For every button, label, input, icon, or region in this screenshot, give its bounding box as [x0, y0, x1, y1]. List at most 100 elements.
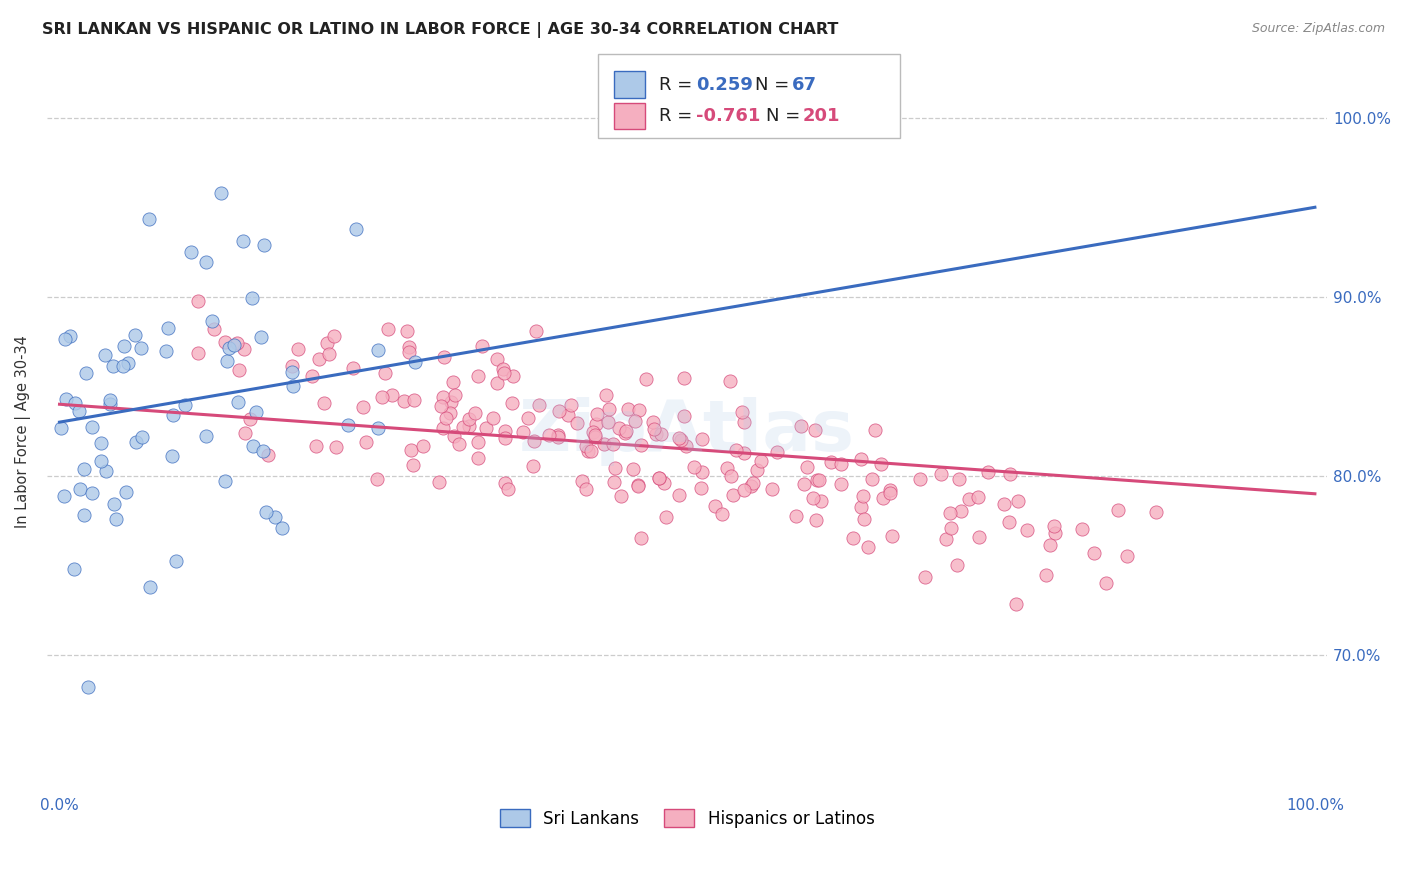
Point	[852, 512, 875, 526]
Point	[929, 467, 952, 482]
Point	[264, 510, 287, 524]
Point	[856, 541, 879, 555]
Point	[1015, 524, 1038, 538]
Point	[803, 423, 825, 437]
Point	[830, 457, 852, 471]
Point	[381, 387, 404, 401]
Point	[432, 421, 454, 435]
Point	[432, 390, 454, 404]
Point	[1035, 568, 1057, 582]
Point	[443, 387, 465, 401]
Point	[80, 419, 103, 434]
Point	[226, 336, 249, 351]
Point	[560, 398, 582, 412]
Point	[1005, 597, 1028, 611]
Point	[337, 417, 360, 432]
Point	[162, 449, 184, 463]
Point	[69, 482, 91, 496]
Point	[614, 425, 637, 439]
Point	[583, 428, 606, 442]
Point	[583, 430, 606, 444]
Point	[104, 512, 127, 526]
Point	[610, 489, 633, 503]
Point	[103, 359, 125, 374]
Point	[63, 396, 86, 410]
Point	[690, 432, 713, 446]
Point	[366, 472, 388, 486]
Point	[935, 532, 957, 546]
Point	[325, 440, 347, 454]
Point	[673, 371, 696, 385]
Point	[948, 472, 970, 486]
Point	[720, 468, 742, 483]
Point	[939, 521, 962, 535]
Text: 0.259: 0.259	[696, 76, 752, 94]
Point	[720, 374, 742, 388]
Point	[689, 481, 711, 495]
Point	[741, 475, 763, 490]
Point	[49, 420, 72, 434]
Point	[766, 444, 789, 458]
Point	[354, 434, 377, 449]
Point	[305, 439, 328, 453]
Point	[180, 244, 202, 259]
Point	[308, 351, 330, 366]
Point	[187, 293, 209, 308]
Point	[162, 408, 184, 422]
Point	[433, 350, 456, 364]
Point	[882, 529, 904, 543]
Point	[1107, 503, 1129, 517]
Point	[724, 443, 747, 458]
Point	[806, 473, 828, 487]
Point	[977, 465, 1000, 479]
Point	[592, 437, 614, 451]
Point	[576, 443, 599, 458]
Point	[721, 488, 744, 502]
Point	[398, 345, 420, 359]
Point	[761, 482, 783, 496]
Text: 67: 67	[792, 76, 817, 94]
Point	[253, 238, 276, 252]
Point	[367, 343, 389, 357]
Point	[872, 491, 894, 506]
Point	[63, 562, 86, 576]
Point	[494, 476, 516, 491]
Point	[232, 234, 254, 248]
Point	[946, 558, 969, 572]
Point	[957, 492, 980, 507]
Point	[55, 332, 77, 346]
Point	[138, 211, 160, 226]
Point	[1043, 519, 1066, 533]
Text: Source: ZipAtlas.com: Source: ZipAtlas.com	[1251, 22, 1385, 36]
Point	[512, 425, 534, 439]
Point	[312, 395, 335, 409]
Point	[733, 483, 755, 497]
Point	[634, 371, 657, 385]
Point	[396, 324, 419, 338]
Point	[1116, 549, 1139, 563]
Point	[869, 457, 891, 471]
Point	[214, 475, 236, 489]
Point	[352, 400, 374, 414]
Point	[704, 499, 727, 513]
Point	[242, 439, 264, 453]
Point	[281, 365, 304, 379]
Point	[967, 530, 990, 544]
Point	[157, 320, 180, 334]
Text: -0.761: -0.761	[696, 107, 761, 125]
Point	[547, 404, 569, 418]
Point	[602, 436, 624, 450]
Point	[671, 434, 693, 448]
Point	[501, 396, 523, 410]
Point	[344, 221, 367, 235]
Point	[194, 429, 217, 443]
Point	[603, 475, 626, 489]
Point	[467, 451, 489, 466]
Point	[672, 409, 695, 423]
Point	[747, 463, 769, 477]
Point	[675, 439, 697, 453]
Point	[367, 421, 389, 435]
Point	[441, 375, 464, 389]
Point	[860, 472, 883, 486]
Point	[547, 427, 569, 442]
